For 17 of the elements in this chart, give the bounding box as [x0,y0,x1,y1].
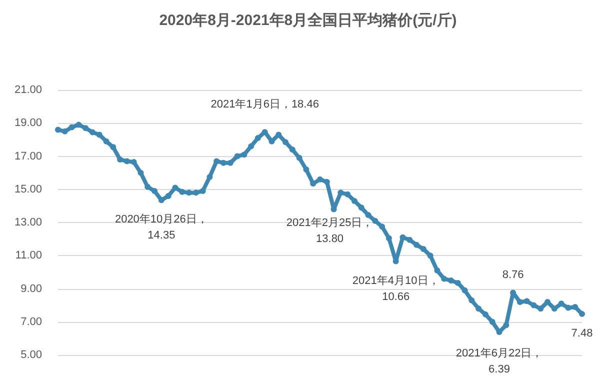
y-tick-label: 7.00 [20,316,42,328]
annotation: 2020年10月26日， 14.35 [114,214,208,242]
y-tick-label: 19.00 [14,117,42,130]
y-tick-label: 15.00 [14,183,42,196]
annotation: 2021年6月22日， 6.39 [456,347,543,376]
y-tick-label: 17.00 [14,150,42,162]
y-tick-label: 11.00 [15,250,42,262]
y-tick-label: 5.00 [20,349,42,361]
y-tick-label: 9.00 [20,282,42,295]
annotation: 2021年4月10日， 10.66 [352,274,440,303]
annotation: 8.76 [502,269,524,282]
annotation: 2021年2月25日， 13.80 [286,216,374,245]
y-tick-label: 21.00 [14,84,42,96]
annotation: 7.48 [571,327,593,340]
annotation: 2021年1月6日，18.46 [210,98,319,111]
chart-title: 2020年8月-2021年8月全国日平均猪价(元/斤) [159,12,457,29]
y-tick-label: 13.00 [14,216,42,228]
